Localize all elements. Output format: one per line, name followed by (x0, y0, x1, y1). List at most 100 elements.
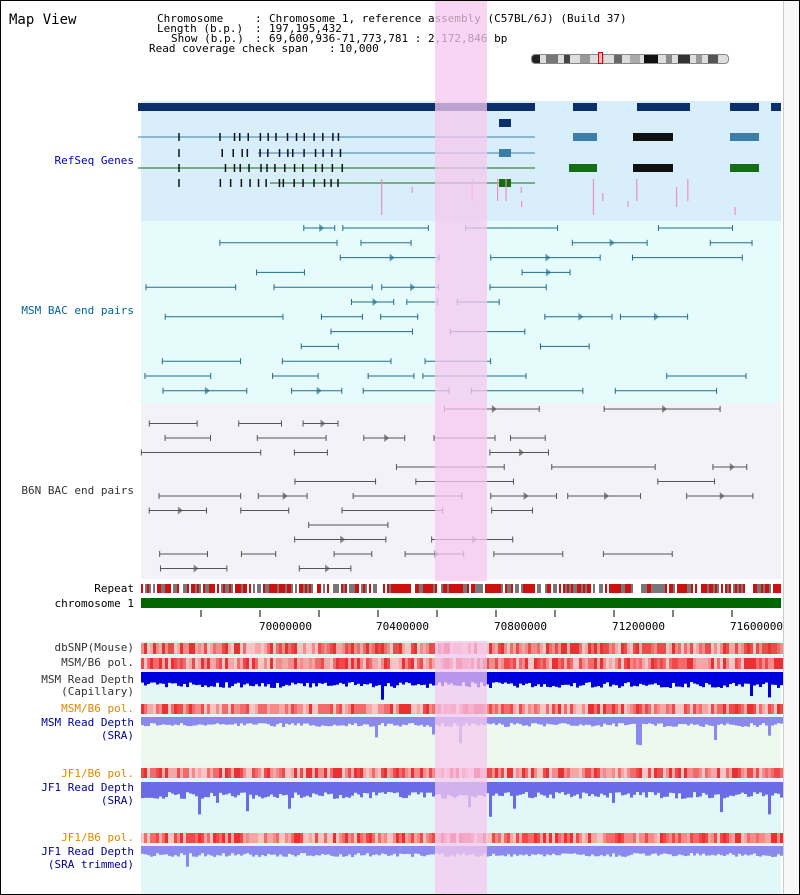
pol-cell (246, 768, 249, 778)
pol-cell (576, 643, 579, 654)
track-label-jf1-depth-trim[interactable]: JF1 Read Depth (41, 845, 134, 858)
depth-bar (411, 717, 414, 724)
depth-bar (708, 846, 711, 856)
pol-cell (243, 768, 246, 778)
depth-bar (351, 717, 354, 725)
pol-cell (186, 768, 189, 778)
pol-cell (291, 643, 294, 654)
track-label-msm-depth-cap[interactable]: MSM Read Depth (41, 673, 134, 686)
depth-bar (678, 846, 681, 855)
pol-cell (252, 704, 255, 714)
depth-bar (537, 672, 540, 685)
track-label-jf1-b6-pol[interactable]: JF1/B6 pol. (61, 767, 134, 780)
repeat-mark (163, 584, 165, 593)
track-label-msm-b6-pol[interactable]: MSM/B6 pol. (61, 656, 134, 669)
pol-cell (648, 704, 651, 714)
depth-bar (417, 672, 420, 685)
track-label-jf1-b6-pol-2[interactable]: JF1/B6 pol. (61, 831, 134, 844)
pol-cell (606, 768, 609, 778)
repeat-mark (725, 584, 727, 593)
pol-cell (399, 643, 402, 654)
pol-cell (225, 833, 228, 843)
pol-cell (360, 704, 363, 714)
pol-cell (735, 643, 738, 654)
pol-cell (633, 833, 636, 843)
depth-bar (732, 672, 735, 683)
pol-cell (303, 768, 306, 778)
pol-cell (768, 768, 771, 778)
track-label-b6n-bac[interactable]: B6N BAC end pairs (21, 484, 134, 497)
pol-cell (288, 768, 291, 778)
depth-bar (513, 717, 516, 725)
track-label-refseq[interactable]: RefSeq Genes (54, 154, 134, 167)
repeat-mark (767, 584, 769, 593)
chromosome-ideogram[interactable] (531, 54, 729, 64)
depth-bar (750, 782, 753, 797)
track-label-msm-b6-pol-2[interactable]: MSM/B6 pol. (61, 702, 134, 715)
repeat-mark (181, 584, 183, 593)
depth-bar (606, 672, 609, 683)
repeat-mark (759, 584, 761, 593)
depth-bar (489, 717, 492, 725)
pol-cell (771, 658, 774, 669)
depth-bar (267, 846, 270, 854)
pol-cell (396, 658, 399, 669)
bac-arrow (519, 448, 525, 457)
repeat-mark (765, 584, 767, 593)
depth-bar (198, 782, 201, 815)
repeat-mark (669, 584, 671, 593)
pol-cell (243, 643, 246, 654)
pol-cell (285, 833, 288, 843)
depth-bar (630, 717, 633, 724)
track-label-jf1-depth-sra-sub: (SRA) (100, 794, 134, 807)
depth-bar (732, 782, 735, 797)
pol-cell (777, 643, 780, 654)
depth-bar (633, 717, 636, 724)
repeat-mark (283, 584, 285, 593)
depth-bar (534, 672, 537, 687)
pol-cell (570, 833, 573, 843)
track-label-msm-bac[interactable]: MSM BAC end pairs (21, 304, 134, 317)
depth-bar (192, 717, 195, 726)
depth-bar (408, 717, 411, 724)
pol-cell (630, 833, 633, 843)
depth-bar (222, 782, 225, 795)
pol-cell (267, 833, 270, 843)
bac-arrow (204, 386, 210, 395)
track-label-jf1-depth-sra[interactable]: JF1 Read Depth (41, 781, 134, 794)
pol-cell (732, 658, 735, 669)
pol-cell (573, 833, 576, 843)
track-label-dbsnp[interactable]: dbSNP(Mouse) (54, 641, 134, 654)
pol-cell (747, 833, 750, 843)
depth-bar (693, 672, 696, 684)
repeat-mark (495, 584, 497, 593)
pol-cell (387, 833, 390, 843)
pol-cell (618, 768, 621, 778)
pol-cell (204, 704, 207, 714)
depth-bar (414, 782, 417, 793)
depth-bar (618, 672, 621, 688)
pol-cell (162, 768, 165, 778)
repeat-mark (333, 584, 335, 593)
depth-bar (681, 782, 684, 799)
pol-cell (702, 833, 705, 843)
pol-cell (645, 643, 648, 654)
depth-bar (627, 782, 630, 794)
bac-arrow (719, 492, 725, 500)
depth-bar (213, 717, 216, 725)
repeat-mark (605, 584, 607, 593)
depth-bar (330, 717, 333, 727)
depth-bar (531, 846, 534, 855)
depth-bar (195, 846, 198, 857)
repeat-mark (293, 584, 295, 593)
depth-bar (279, 782, 282, 795)
track-label-msm-depth-sra[interactable]: MSM Read Depth (41, 716, 134, 729)
ideogram-position-marker[interactable] (598, 52, 603, 64)
depth-bar (495, 717, 498, 726)
depth-bar (513, 846, 516, 855)
right-scroll-strip[interactable] (783, 1, 799, 894)
depth-bar (642, 672, 645, 685)
pol-cell (360, 643, 363, 654)
depth-bar (312, 782, 315, 794)
